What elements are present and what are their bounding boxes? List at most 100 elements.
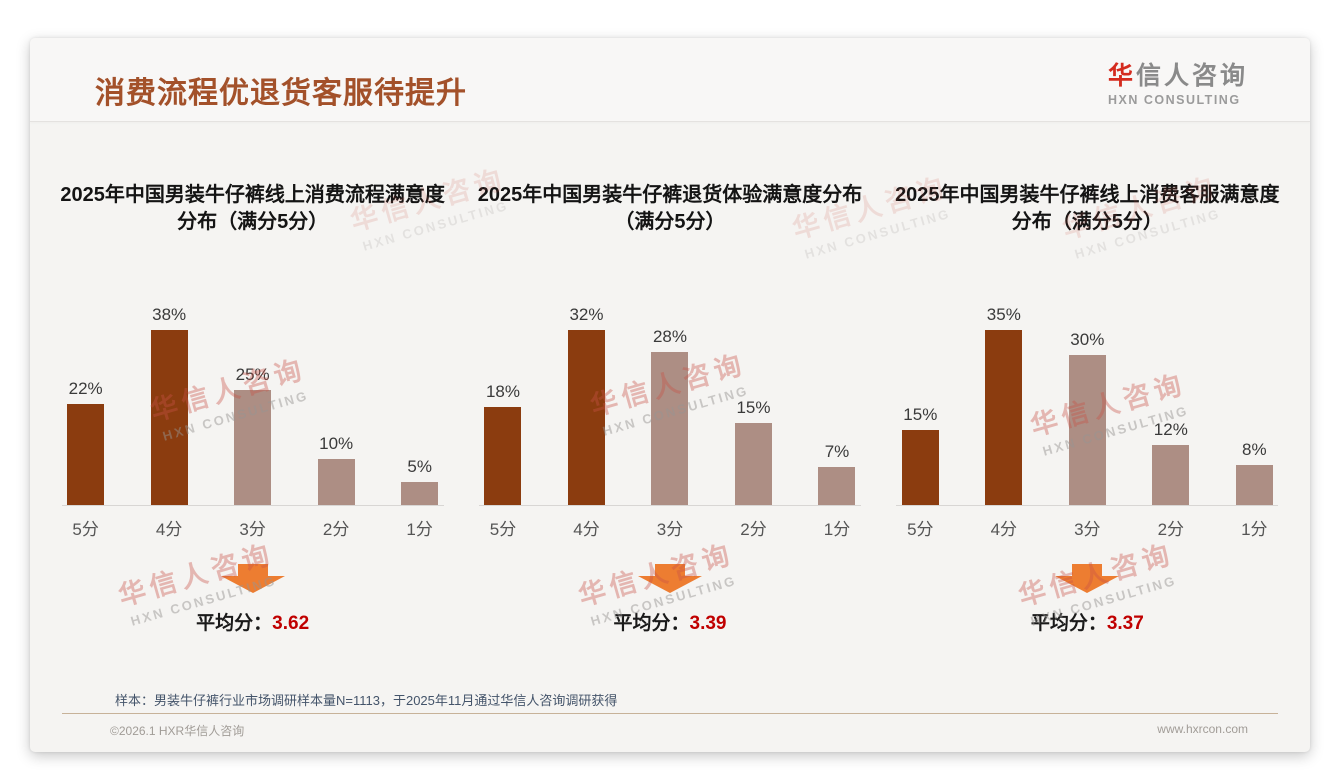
average-score: 平均分：3.39	[613, 608, 726, 635]
chart-consumption-process: 2025年中国男装牛仔裤线上消费流程满意度分布（满分5分） 22% 38% 25% 1…	[44, 122, 461, 635]
chart-title: 2025年中国男装牛仔裤线上消费流程满意度分布（满分5分）	[60, 184, 445, 233]
average-label: 平均分：	[196, 613, 273, 634]
average-value: 3.37	[1106, 613, 1144, 634]
category-label: 5分	[489, 520, 517, 539]
down-arrow-icon	[1055, 564, 1120, 593]
bar-chart: 22% 38% 25% 10% 5% 5分 4分 3分 2分 1分	[61, 294, 444, 540]
bar-value-label: 5%	[407, 457, 432, 476]
category-axis: 5分 4分 3分 2分 1分	[479, 515, 861, 540]
chart-title: 2025年中国男装牛仔裤线上消费客服满意度分布（满分5分）	[895, 184, 1280, 233]
chart-return-experience: 2025年中国男装牛仔裤退货体验满意度分布（满分5分） 18% 32% 28% 15%…	[461, 122, 878, 635]
category-label: 1分	[823, 520, 851, 539]
bar-value-label: 10%	[319, 434, 354, 453]
bar-group: 18%	[480, 382, 526, 505]
bar-value-label: 28%	[652, 327, 687, 346]
category-label: 3分	[239, 520, 266, 539]
bar	[234, 390, 272, 505]
logo-highlight-char: 华	[1107, 62, 1136, 90]
bar	[1068, 355, 1106, 505]
bar	[1152, 445, 1190, 505]
chart-customer-service: 2025年中国男装牛仔裤线上消费客服满意度分布（满分5分） 15% 35% 30% 1…	[879, 122, 1296, 635]
bars-area: 15% 35% 30% 12% 8%	[896, 294, 1279, 506]
bar	[317, 459, 355, 505]
category-axis: 5分 4分 3分 2分 1分	[896, 515, 1278, 540]
bar	[150, 330, 188, 505]
category-label: 1分	[1241, 520, 1268, 539]
bar-value-label: 12%	[1153, 420, 1188, 439]
bar-group: 22%	[63, 379, 109, 505]
bar	[818, 467, 856, 505]
bar-value-label: 22%	[68, 379, 103, 398]
bar-value-label: 38%	[152, 305, 187, 324]
copyright: ©2026.1 HXR华信人咨询	[110, 724, 245, 738]
bar-group: 15%	[730, 398, 776, 505]
category-label: 4分	[990, 520, 1018, 539]
bar-chart: 15% 35% 30% 12% 8% 5分 4分 3分 2分 1分	[896, 294, 1279, 540]
bar	[901, 430, 939, 505]
footer-divider	[62, 713, 1278, 714]
logo-english-name: HXN CONSULTING	[1107, 93, 1241, 107]
bar-value-label: 32%	[569, 305, 604, 324]
category-label: 3分	[1074, 520, 1101, 539]
bar-value-label: 35%	[986, 305, 1021, 324]
bars-area: 18% 32% 28% 15% 7%	[478, 294, 861, 506]
bar	[651, 352, 689, 505]
bar-group: 12%	[1148, 420, 1194, 505]
bar	[1235, 465, 1273, 505]
header-divider	[30, 121, 1310, 122]
slide-card: 消费流程优退货客服待提升 华信人咨询 HXN CONSULTING 2025年中…	[30, 38, 1310, 752]
bar-group: 25%	[230, 365, 276, 505]
slide-header: 消费流程优退货客服待提升 华信人咨询 HXN CONSULTING	[30, 38, 1310, 121]
bar-group: 8%	[1231, 440, 1277, 505]
bar-value-label: 8%	[1242, 440, 1267, 459]
category-label: 2分	[322, 520, 350, 539]
average-score: 平均分：3.62	[196, 608, 309, 635]
bar	[484, 407, 522, 505]
bar-group: 32%	[563, 305, 609, 505]
bar-group: 7%	[814, 442, 860, 505]
bar	[985, 330, 1023, 505]
bar	[734, 423, 772, 505]
down-arrow-icon	[220, 564, 285, 593]
bar-group: 28%	[647, 327, 693, 505]
category-axis: 5分 4分 3分 2分 1分	[62, 515, 444, 540]
average-label: 平均分：	[1030, 613, 1107, 634]
chart-title: 2025年中国男装牛仔裤退货体验满意度分布（满分5分）	[477, 184, 863, 233]
bar	[67, 404, 105, 505]
category-label: 2分	[740, 520, 767, 539]
category-label: 1分	[406, 520, 433, 539]
down-arrow-icon	[637, 564, 702, 593]
logo-chinese-name: 华信人咨询	[1108, 56, 1248, 92]
bar-chart: 18% 32% 28% 15% 7% 5分 4分 3分 2分 1分	[478, 294, 861, 540]
sample-note: 样本：男装牛仔裤行业市场调研样本量N=1113，于2025年11月通过华信人咨询…	[115, 693, 618, 708]
logo-rest-chars: 信人咨询	[1135, 62, 1248, 90]
bar-value-label: 18%	[485, 382, 520, 401]
bar-group: 35%	[981, 305, 1027, 505]
bar	[567, 330, 605, 505]
category-label: 4分	[573, 520, 600, 539]
bar-value-label: 25%	[235, 365, 270, 384]
average-value: 3.39	[689, 613, 727, 634]
bar-value-label: 7%	[824, 442, 850, 461]
average-value: 3.62	[272, 613, 310, 634]
bar-group: 30%	[1064, 330, 1110, 505]
bar-group: 38%	[146, 305, 192, 505]
bar-value-label: 30%	[1070, 330, 1105, 349]
bar-value-label: 15%	[903, 405, 938, 424]
bar-group: 15%	[897, 405, 943, 505]
page-title: 消费流程优退货客服待提升	[95, 77, 467, 110]
category-label: 4分	[155, 520, 183, 539]
category-label: 2分	[1157, 520, 1185, 539]
average-score: 平均分：3.37	[1031, 608, 1144, 635]
average-label: 平均分：	[613, 613, 690, 634]
company-logo: 华信人咨询 HXN CONSULTING	[1108, 56, 1248, 107]
bar-group: 5%	[397, 457, 443, 505]
website: www.hxrcon.com	[1157, 722, 1248, 736]
category-label: 5分	[72, 520, 99, 539]
charts-row: 2025年中国男装牛仔裤线上消费流程满意度分布（满分5分） 22% 38% 25% 1…	[30, 122, 1310, 635]
bar-group: 10%	[313, 434, 359, 505]
bar	[401, 482, 439, 505]
bars-area: 22% 38% 25% 10% 5%	[61, 294, 444, 506]
category-label: 3分	[656, 520, 684, 539]
bar-value-label: 15%	[736, 398, 771, 417]
